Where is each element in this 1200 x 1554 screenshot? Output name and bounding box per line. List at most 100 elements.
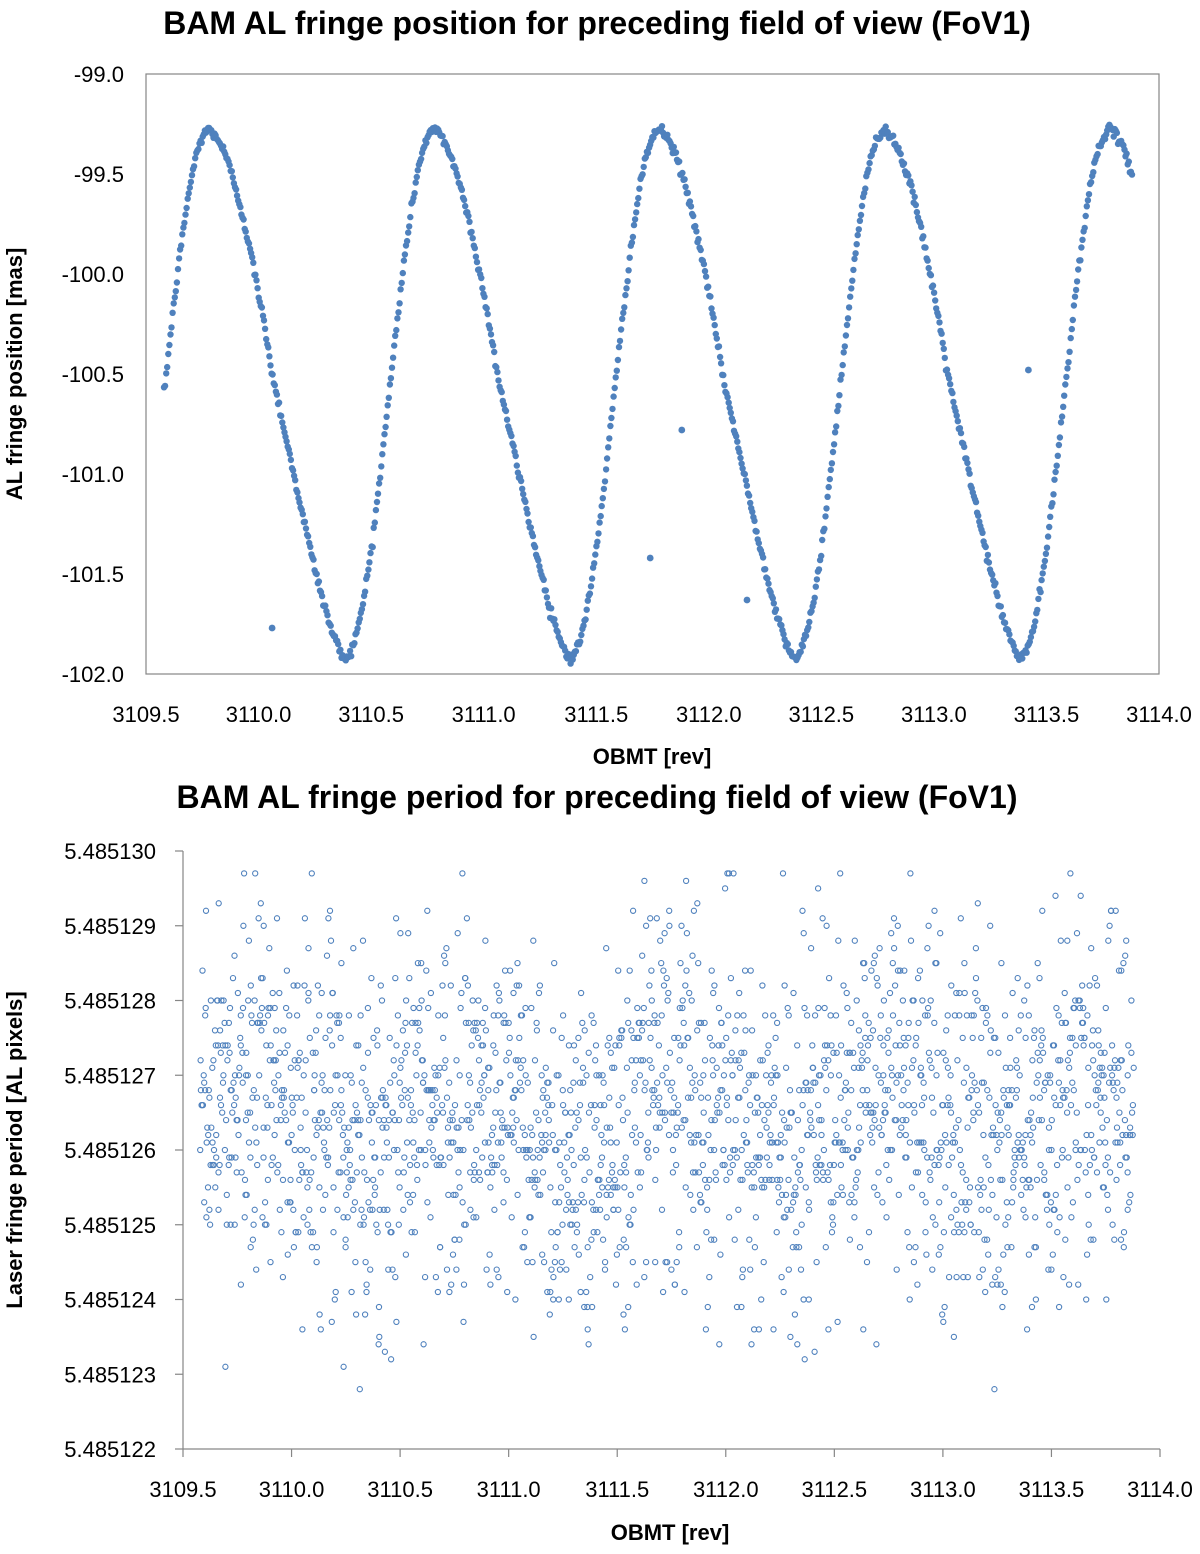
chart2-point [881,1101,888,1109]
chart2-point [791,1311,799,1318]
chart1-point [1032,618,1039,625]
chart1-point [802,632,810,640]
chart2-point [397,1064,404,1071]
chart1-point [631,216,639,223]
chart2-point [353,1169,360,1176]
chart1-point [163,370,170,377]
chart2-point [964,1124,971,1131]
chart2-point [659,1288,667,1296]
chart2-point [379,1087,387,1094]
chart2-y-axis-title: Laser fringe period [AL pixels] [2,991,27,1308]
chart2-point [245,937,253,944]
chart2-point [864,1057,871,1064]
chart2-point [429,1101,436,1109]
chart1-point [811,594,818,601]
chart2-point [445,1191,452,1199]
chart2-point [683,930,691,937]
chart2-point [1105,1079,1113,1086]
chart2-point [592,1057,599,1064]
chart2-point [271,1004,278,1012]
chart2-point [833,1131,840,1139]
chart1-point [378,463,385,470]
chart2-point [481,1004,489,1012]
chart2-point [746,1236,753,1243]
chart2-point [800,930,807,937]
chart2-point [912,1042,919,1049]
chart2-point [1005,1087,1012,1094]
chart2-point [1053,1004,1060,1012]
chart2-point [213,1131,220,1139]
chart2-point [1059,1087,1066,1094]
chart2-point [243,1191,250,1199]
chart1-point [1001,619,1009,627]
chart2-point [1009,989,1016,997]
chart2-point [274,1169,281,1176]
chart2-point [269,989,276,997]
chart2-point [688,1094,695,1101]
chart2-point [872,1101,879,1109]
chart2-point [751,1109,759,1116]
chart2-point [679,1004,686,1012]
chart2-point [732,1027,739,1034]
chart2-point [1045,1124,1053,1131]
chart1-point [939,339,946,347]
chart2-point [788,1109,795,1116]
chart1-point [784,640,791,648]
chart2-point [282,1004,290,1012]
chart2-point [1044,1072,1051,1079]
chart2-point [830,1199,837,1206]
chart2-point [1103,1116,1111,1124]
chart2-point [276,1049,283,1056]
chart2-point [584,1326,591,1333]
chart2-point [659,1072,666,1079]
chart2-point [878,1131,885,1139]
chart2-point [1023,1326,1031,1333]
chart2-point [1093,982,1101,989]
chart2-point [977,1176,984,1184]
chart2-point [1004,1244,1011,1251]
chart2-point [418,997,425,1004]
chart2-point [457,1146,464,1154]
chart1-point [1035,595,1042,603]
chart1-point [1081,224,1088,232]
chart2-point [283,967,291,974]
chart2-point [318,1109,326,1116]
chart2-point [725,1012,732,1019]
chart2-point [577,1154,584,1161]
chart2-point [363,1176,371,1184]
chart2-point [321,1146,328,1154]
chart2-point [987,1176,995,1184]
chart2-point [868,1109,875,1116]
chart2-point [857,1042,864,1049]
chart2-point [506,1034,513,1042]
chart2-point [742,1027,749,1034]
chart2-point [806,1109,814,1116]
chart2-point [414,1042,421,1049]
chart1-point [630,221,638,229]
chart2-point [345,1012,353,1019]
chart1-point [924,257,931,264]
chart2-point [452,1191,459,1199]
chart1-point [484,310,491,318]
chart2-point [409,1191,417,1199]
chart2-point [1008,1199,1016,1206]
chart2-point [1052,1101,1059,1109]
chart1-point [232,186,240,193]
chart2-point [531,1169,538,1176]
chart2-point [646,982,653,989]
chart2-point [819,1176,827,1184]
chart2-point [743,1116,750,1124]
chart2-point [520,1244,528,1251]
chart2-point [910,997,917,1004]
chart2-point [330,1184,337,1191]
chart2-point [316,1012,323,1019]
chart2-point [226,1049,233,1056]
chart1-point [454,173,461,180]
chart2-point [888,1072,896,1079]
chart1-point [380,441,387,448]
chart2-point [805,1206,813,1213]
chart2-point [587,1273,594,1281]
chart2-point [631,1079,638,1086]
chart2-point [635,1034,643,1042]
chart2-point [556,1199,563,1206]
